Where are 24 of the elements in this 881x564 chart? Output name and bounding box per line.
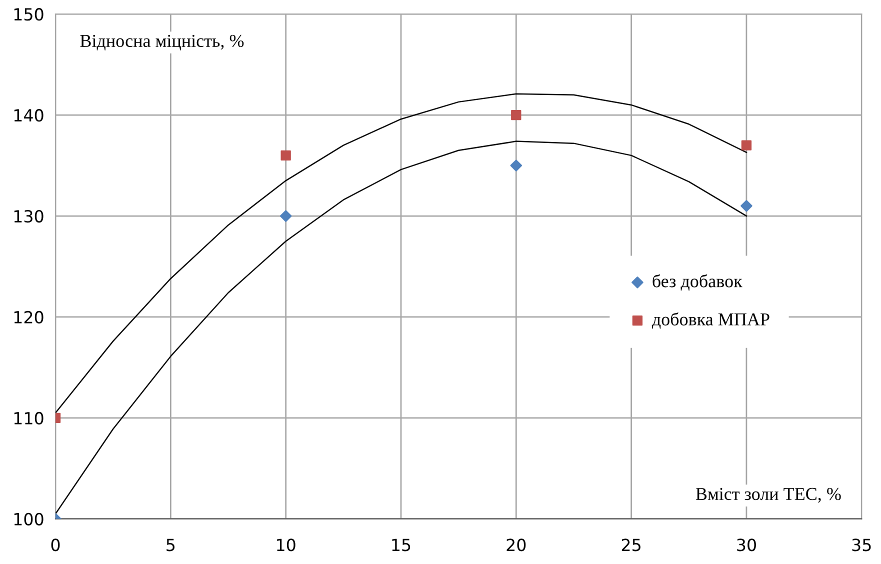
point [280, 210, 292, 222]
y-tick-label: 130 [14, 210, 44, 223]
x-axis-title: Вміст золи ТЕС, % [696, 488, 841, 503]
y-tick-label: 140 [14, 109, 44, 122]
point [510, 160, 522, 172]
x-tick-label: 5 [166, 538, 175, 552]
y-tick-label: 120 [14, 310, 44, 324]
x-tick-label: 10 [277, 538, 296, 552]
y-tick-label: 100 [14, 512, 44, 526]
point [511, 110, 522, 120]
point [741, 140, 752, 150]
x-tick-label: 30 [737, 538, 756, 552]
legend-label: добовка МПАР [652, 312, 770, 329]
y-tick-label: 150 [14, 8, 44, 21]
x-tick-label: 25 [622, 538, 640, 552]
y-tick-label: 110 [14, 412, 44, 424]
x-tick-label: 0 [51, 538, 60, 552]
x-tick-label: 20 [506, 538, 526, 552]
legend-label: без добавок [652, 274, 742, 291]
point [740, 200, 752, 212]
y-axis-title: Відносна міцність, % [80, 34, 244, 50]
x-tick-label: 15 [392, 538, 410, 552]
point [280, 150, 291, 161]
x-tick-label: 35 [852, 538, 871, 552]
